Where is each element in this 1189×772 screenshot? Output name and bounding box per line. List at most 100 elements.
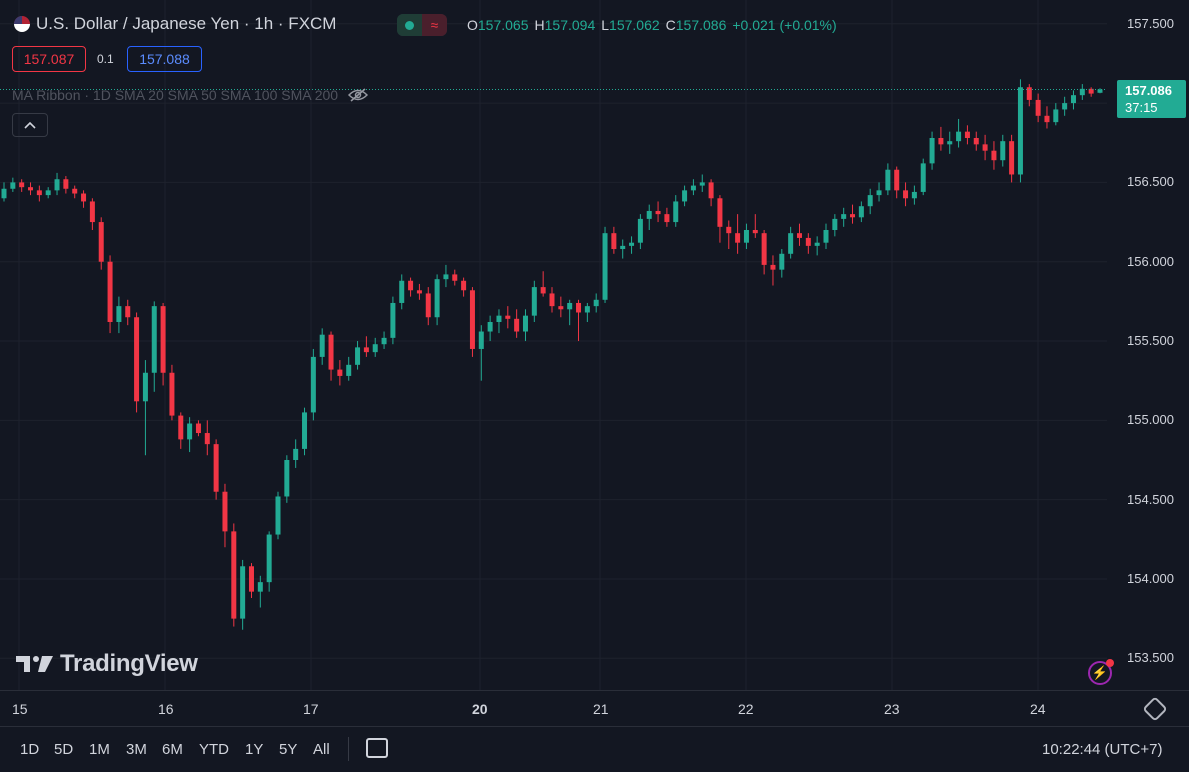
symbol-title[interactable]: U.S. Dollar / Japanese Yen · 1h · FXCM (36, 14, 337, 33)
price-tick: 155.000 (1127, 412, 1174, 428)
candle (558, 296, 564, 318)
candle-body (620, 245, 626, 250)
candle (611, 226, 617, 254)
buy-button[interactable]: 157.088 (127, 46, 202, 72)
candle-body (593, 299, 599, 307)
candle-body (98, 222, 104, 262)
candle (505, 306, 511, 329)
candle (416, 283, 422, 300)
candle (151, 301, 157, 392)
sell-button[interactable]: 157.087 (12, 46, 86, 72)
candle-body (89, 201, 95, 223)
candle (231, 523, 237, 627)
candle-body (1017, 87, 1023, 175)
candle-body (1026, 87, 1032, 100)
hide-indicator-icon[interactable] (348, 88, 369, 102)
candle (823, 223, 829, 250)
candle-body (911, 191, 917, 199)
candle-body (982, 144, 988, 151)
candle (726, 220, 732, 250)
candle (425, 287, 431, 326)
candle (363, 336, 369, 357)
candle (832, 214, 838, 237)
candle (841, 207, 847, 227)
range-3m-button[interactable]: 3M (126, 741, 147, 758)
range-5d-button[interactable]: 5D (54, 741, 74, 758)
collapse-legend-button[interactable] (12, 113, 48, 137)
candle (45, 187, 51, 199)
candle (947, 131, 953, 154)
candle-body (814, 242, 820, 246)
candle (107, 255, 113, 334)
timezone-clock[interactable]: 10:22:44 (UTC+7) (1042, 741, 1163, 758)
range-5y-button[interactable]: 5Y (279, 741, 298, 758)
close-value: 157.086 (675, 17, 727, 33)
candle-body (903, 190, 909, 199)
candle-body (1, 188, 7, 199)
candle (673, 195, 679, 227)
delayed-data-icon: ≈ (422, 14, 447, 36)
market-status[interactable]: ≈ (397, 14, 447, 36)
lightning-icon[interactable]: ⚡ (1088, 659, 1114, 685)
indicator-label[interactable]: MA Ribbon · 1D SMA 20 SMA 50 SMA 100 SMA… (12, 87, 339, 103)
candle-body (81, 193, 87, 202)
candle-body (452, 274, 458, 281)
symbol-legend[interactable]: U.S. Dollar / Japanese Yen · 1h · FXCM (14, 14, 336, 34)
candle-body (540, 287, 546, 294)
candle-body (841, 214, 847, 219)
open-value: 157.065 (477, 17, 529, 33)
candle (637, 214, 643, 250)
candle-body (169, 372, 175, 416)
candle (1053, 103, 1059, 126)
range-1d-button[interactable]: 1D (20, 741, 40, 758)
last-price-label: 157.086 37:15 (1117, 80, 1186, 118)
candle-body (469, 290, 475, 349)
candle-body (302, 412, 308, 449)
go-to-date-icon[interactable] (366, 738, 388, 758)
candle-body (823, 230, 829, 243)
candle (584, 302, 590, 322)
candle (187, 417, 193, 453)
tradingview-watermark[interactable]: TradingView (16, 650, 198, 678)
candle-body (531, 287, 537, 316)
candle-body (1088, 88, 1094, 94)
candle-body (735, 233, 741, 243)
candlestick-chart[interactable] (0, 0, 1107, 690)
candle (240, 559, 246, 630)
range-1y-button[interactable]: 1Y (245, 741, 264, 758)
candle-body (611, 233, 617, 250)
candle-body (505, 315, 511, 319)
candle-body (496, 315, 502, 322)
range-ytd-button[interactable]: YTD (199, 741, 229, 758)
candle-body (938, 138, 944, 145)
candle-body (805, 237, 811, 246)
candle-body (991, 150, 997, 161)
range-all-button[interactable]: All (313, 741, 330, 758)
candle-body (310, 356, 316, 413)
candle (655, 201, 661, 223)
candle (788, 226, 794, 259)
candle (567, 299, 573, 326)
range-1m-button[interactable]: 1M (89, 741, 110, 758)
candle-body (522, 315, 528, 332)
time-tick: 20 (472, 701, 488, 717)
range-6m-button[interactable]: 6M (162, 741, 183, 758)
candle (469, 287, 475, 357)
candle (1017, 79, 1023, 183)
candle (346, 356, 352, 381)
candle (434, 274, 440, 326)
candle-body (947, 141, 953, 145)
candle-body (328, 334, 334, 370)
chart-settings-icon[interactable] (1142, 696, 1168, 722)
candle (204, 420, 210, 456)
candle (805, 233, 811, 254)
candle-body (717, 198, 723, 227)
candle-body (929, 138, 935, 164)
toolbar-divider (348, 737, 349, 761)
indicator-legend[interactable]: MA Ribbon · 1D SMA 20 SMA 50 SMA 100 SMA… (12, 87, 369, 103)
time-axis[interactable]: 15 16 17 20 21 22 23 24 (0, 690, 1189, 727)
price-tick: 156.500 (1127, 174, 1174, 190)
candle (134, 312, 140, 413)
candle-body (673, 201, 679, 223)
candle-body (1009, 141, 1015, 175)
